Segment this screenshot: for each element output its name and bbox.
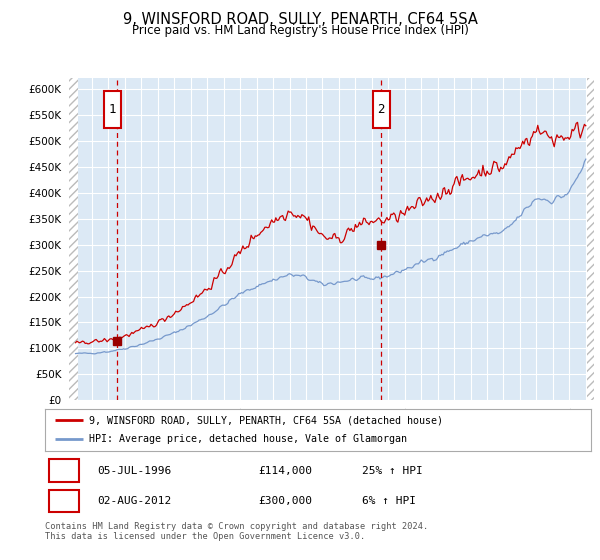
- Text: £114,000: £114,000: [258, 465, 312, 475]
- Text: Contains HM Land Registry data © Crown copyright and database right 2024.
This d: Contains HM Land Registry data © Crown c…: [45, 522, 428, 542]
- FancyBboxPatch shape: [104, 91, 121, 128]
- Text: Price paid vs. HM Land Registry's House Price Index (HPI): Price paid vs. HM Land Registry's House …: [131, 24, 469, 36]
- Text: 6% ↑ HPI: 6% ↑ HPI: [362, 496, 416, 506]
- FancyBboxPatch shape: [49, 459, 79, 482]
- Text: 25% ↑ HPI: 25% ↑ HPI: [362, 465, 422, 475]
- Text: 2: 2: [61, 494, 68, 507]
- Text: 02-AUG-2012: 02-AUG-2012: [97, 496, 171, 506]
- Text: 2: 2: [377, 103, 385, 116]
- Text: 1: 1: [109, 103, 116, 116]
- FancyBboxPatch shape: [49, 489, 79, 512]
- Bar: [69, 78, 78, 400]
- Text: HPI: Average price, detached house, Vale of Glamorgan: HPI: Average price, detached house, Vale…: [89, 435, 407, 445]
- Text: 05-JUL-1996: 05-JUL-1996: [97, 465, 171, 475]
- Text: 9, WINSFORD ROAD, SULLY, PENARTH, CF64 5SA (detached house): 9, WINSFORD ROAD, SULLY, PENARTH, CF64 5…: [89, 415, 443, 425]
- FancyBboxPatch shape: [373, 91, 389, 128]
- Text: 9, WINSFORD ROAD, SULLY, PENARTH, CF64 5SA: 9, WINSFORD ROAD, SULLY, PENARTH, CF64 5…: [122, 12, 478, 27]
- Bar: [587, 78, 595, 400]
- Text: £300,000: £300,000: [258, 496, 312, 506]
- Text: 1: 1: [61, 464, 68, 477]
